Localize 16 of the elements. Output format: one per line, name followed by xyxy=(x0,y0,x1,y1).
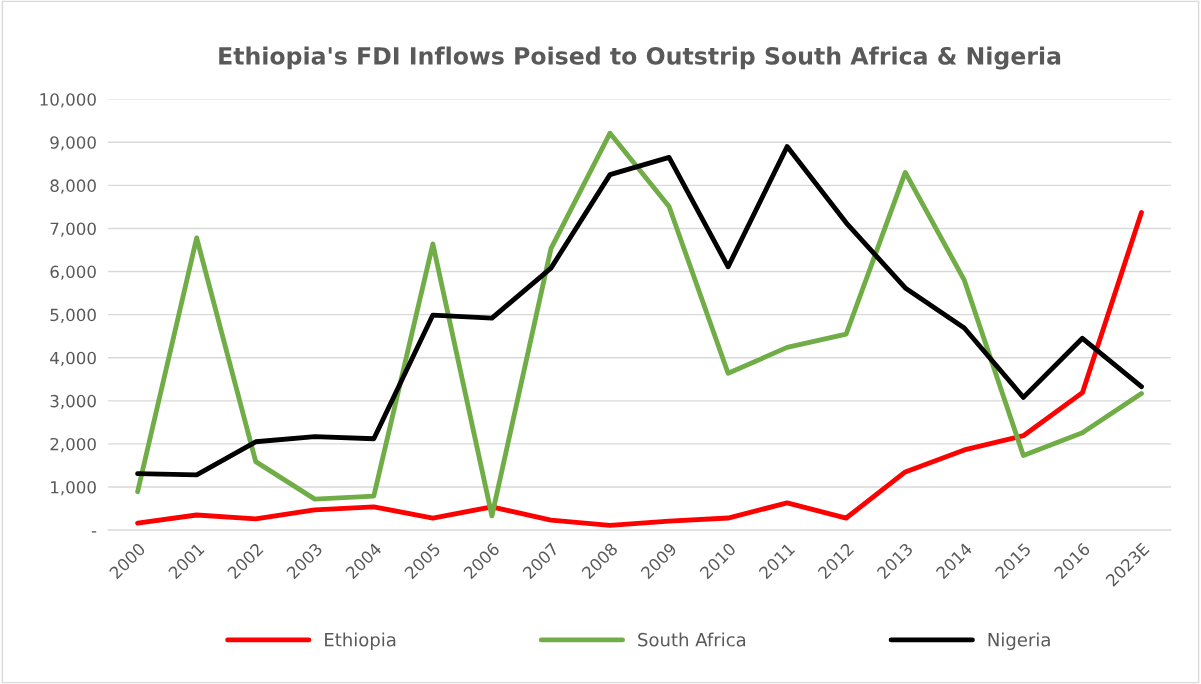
legend-label: South Africa xyxy=(638,632,746,647)
y-tick-label: 4,000 xyxy=(50,351,96,366)
line-series xyxy=(135,210,1144,528)
y-tick-label: 3,000 xyxy=(50,394,96,410)
y-tick-label: 6,000 xyxy=(50,265,96,280)
y-tick-label: 8,000 xyxy=(50,179,96,194)
y-tick-label: 5,000 xyxy=(50,308,96,323)
y-tick-label: 1,000 xyxy=(51,480,96,496)
legend-label: Ethiopia xyxy=(325,632,396,651)
y-tick-label: 10,000 xyxy=(40,93,96,108)
y-tick-label: 7,000 xyxy=(50,222,96,237)
chart-title: Ethiopia's FDI Inflows Poised to Outstrip South Africa & Nigeria xyxy=(219,46,1061,70)
y-tick-label: 2,000 xyxy=(50,437,96,453)
y-tick-label: - xyxy=(91,531,97,533)
legend-label: Nigeria xyxy=(988,632,1050,651)
y-tick-label: 9,000 xyxy=(50,136,96,151)
